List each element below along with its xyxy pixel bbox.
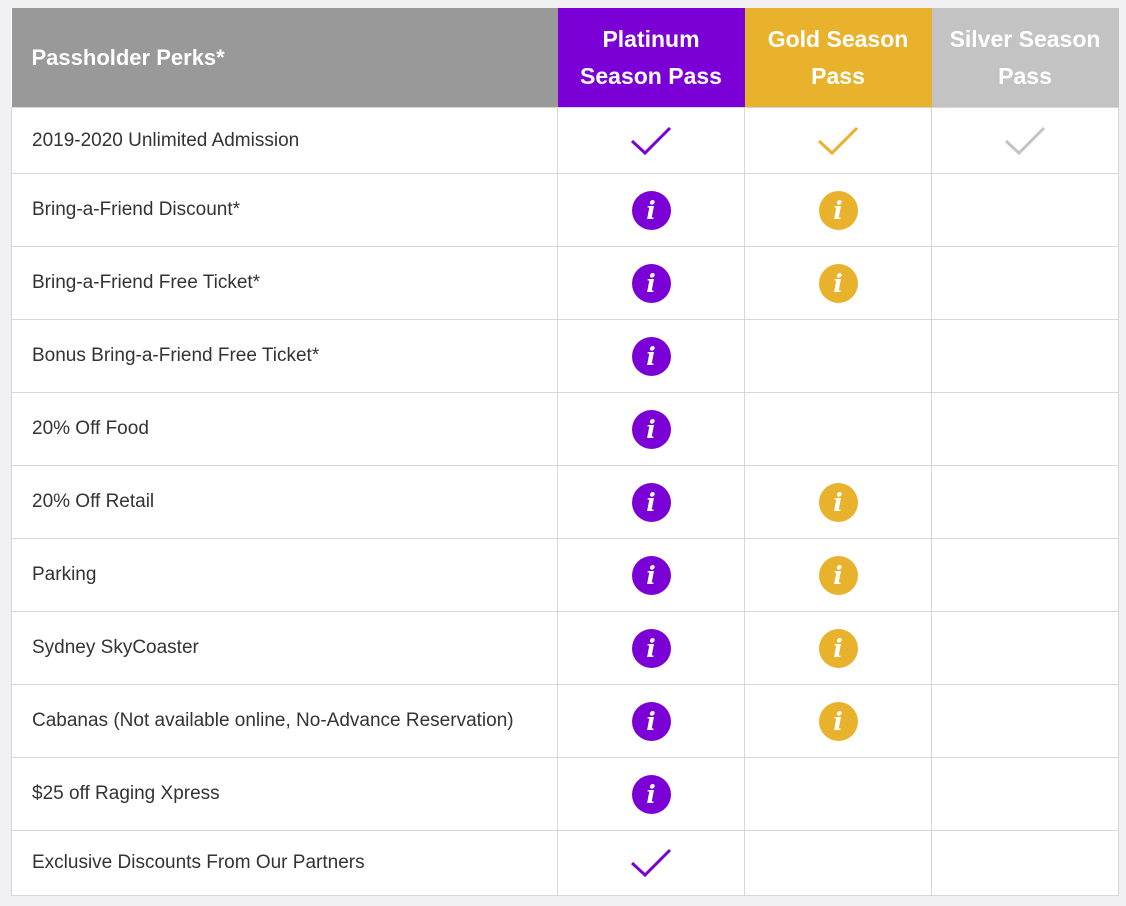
perk-cell-platinum: i <box>557 757 745 831</box>
perk-cell-silver <box>931 830 1119 896</box>
perk-name: Bring-a-Friend Discount* <box>11 173 558 247</box>
perk-cell-silver <box>931 392 1119 466</box>
info-icon[interactable]: i <box>818 628 858 668</box>
table-row: Parking i i <box>11 538 1119 612</box>
info-icon[interactable]: i <box>818 263 858 303</box>
perk-cell-platinum <box>557 830 745 896</box>
perk-cell-silver <box>931 246 1119 320</box>
check-icon <box>932 125 1118 157</box>
perk-rows: 2019-2020 Unlimited Admission Bring-a-Fri… <box>11 107 1119 896</box>
perk-cell-platinum: i <box>557 684 745 758</box>
info-icon[interactable]: i <box>631 628 671 668</box>
perk-name: $25 off Raging Xpress <box>11 757 558 831</box>
perk-cell-platinum <box>557 107 745 174</box>
perk-cell-gold: i <box>744 611 932 685</box>
perks-column-header: Passholder Perks* <box>11 8 558 108</box>
perk-cell-gold <box>744 757 932 831</box>
perk-cell-gold <box>744 392 932 466</box>
table-header-row: Passholder Perks* Platinum Season Pass G… <box>11 8 1119 108</box>
silver-pass-header: Silver Season Pass <box>931 8 1119 108</box>
season-pass-comparison-table: Passholder Perks* Platinum Season Pass G… <box>11 8 1119 896</box>
perk-name: Exclusive Discounts From Our Partners <box>11 830 558 896</box>
perk-name: 20% Off Food <box>11 392 558 466</box>
table-row: Exclusive Discounts From Our Partners <box>11 830 1119 896</box>
perk-name: Sydney SkyCoaster <box>11 611 558 685</box>
perk-cell-gold <box>744 107 932 174</box>
info-icon[interactable]: i <box>818 190 858 230</box>
info-icon[interactable]: i <box>631 555 671 595</box>
table-row: Bring-a-Friend Free Ticket* i i <box>11 246 1119 320</box>
info-icon[interactable]: i <box>631 701 671 741</box>
perk-cell-platinum: i <box>557 392 745 466</box>
perk-cell-gold: i <box>744 246 932 320</box>
platinum-pass-header: Platinum Season Pass <box>557 8 745 108</box>
info-icon[interactable]: i <box>818 701 858 741</box>
info-icon[interactable]: i <box>818 555 858 595</box>
table-row: 20% Off Food i <box>11 392 1119 466</box>
gold-pass-header: Gold Season Pass <box>744 8 932 108</box>
perk-cell-silver <box>931 684 1119 758</box>
perk-cell-silver <box>931 538 1119 612</box>
check-icon <box>558 847 744 879</box>
perk-cell-platinum: i <box>557 465 745 539</box>
perk-cell-gold <box>744 319 932 393</box>
check-icon <box>558 125 744 157</box>
perk-name: Bring-a-Friend Free Ticket* <box>11 246 558 320</box>
table-row: 2019-2020 Unlimited Admission <box>11 107 1119 174</box>
perk-cell-platinum: i <box>557 319 745 393</box>
perk-name: Bonus Bring-a-Friend Free Ticket* <box>11 319 558 393</box>
perk-cell-platinum: i <box>557 611 745 685</box>
perk-cell-silver <box>931 107 1119 174</box>
perk-name: Cabanas (Not available online, No-Advanc… <box>11 684 558 758</box>
table-row: $25 off Raging Xpress i <box>11 757 1119 831</box>
perk-cell-gold: i <box>744 465 932 539</box>
perk-cell-platinum: i <box>557 173 745 247</box>
perk-cell-silver <box>931 757 1119 831</box>
table-row: Bonus Bring-a-Friend Free Ticket* i <box>11 319 1119 393</box>
info-icon[interactable]: i <box>631 190 671 230</box>
table-row: 20% Off Retail i i <box>11 465 1119 539</box>
perk-cell-silver <box>931 611 1119 685</box>
check-icon <box>745 125 931 157</box>
info-icon[interactable]: i <box>631 774 671 814</box>
info-icon[interactable]: i <box>631 482 671 522</box>
info-icon[interactable]: i <box>631 263 671 303</box>
perk-cell-silver <box>931 319 1119 393</box>
perk-cell-gold <box>744 830 932 896</box>
perk-name: 2019-2020 Unlimited Admission <box>11 107 558 174</box>
perk-cell-gold: i <box>744 538 932 612</box>
perk-cell-silver <box>931 173 1119 247</box>
perk-cell-platinum: i <box>557 246 745 320</box>
info-icon[interactable]: i <box>818 482 858 522</box>
table-row: Sydney SkyCoaster i i <box>11 611 1119 685</box>
perk-cell-silver <box>931 465 1119 539</box>
perk-cell-gold: i <box>744 684 932 758</box>
table-row: Bring-a-Friend Discount* i i <box>11 173 1119 247</box>
info-icon[interactable]: i <box>631 409 671 449</box>
perk-name: 20% Off Retail <box>11 465 558 539</box>
perk-cell-platinum: i <box>557 538 745 612</box>
table-row: Cabanas (Not available online, No-Advanc… <box>11 684 1119 758</box>
perk-cell-gold: i <box>744 173 932 247</box>
info-icon[interactable]: i <box>631 336 671 376</box>
perk-name: Parking <box>11 538 558 612</box>
